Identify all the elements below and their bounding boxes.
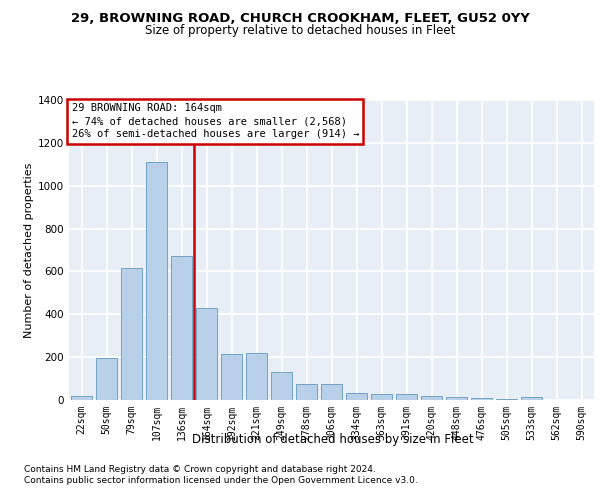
Bar	[296, 384, 317, 400]
Bar	[71, 396, 92, 400]
Bar	[396, 394, 417, 400]
Bar	[196, 308, 217, 400]
Text: Distribution of detached houses by size in Fleet: Distribution of detached houses by size …	[192, 432, 474, 446]
Text: 29 BROWNING ROAD: 164sqm
← 74% of detached houses are smaller (2,568)
26% of sem: 29 BROWNING ROAD: 164sqm ← 74% of detach…	[71, 103, 359, 140]
Bar	[96, 358, 117, 400]
Text: 29, BROWNING ROAD, CHURCH CROOKHAM, FLEET, GU52 0YY: 29, BROWNING ROAD, CHURCH CROOKHAM, FLEE…	[71, 12, 529, 26]
Bar	[221, 354, 242, 400]
Text: Contains HM Land Registry data © Crown copyright and database right 2024.: Contains HM Land Registry data © Crown c…	[24, 465, 376, 474]
Bar	[121, 268, 142, 400]
Bar	[496, 399, 517, 400]
Text: Size of property relative to detached houses in Fleet: Size of property relative to detached ho…	[145, 24, 455, 37]
Bar	[246, 353, 267, 400]
Y-axis label: Number of detached properties: Number of detached properties	[24, 162, 34, 338]
Bar	[271, 372, 292, 400]
Bar	[321, 384, 342, 400]
Bar	[346, 392, 367, 400]
Bar	[171, 256, 192, 400]
Bar	[371, 394, 392, 400]
Bar	[146, 162, 167, 400]
Text: Contains public sector information licensed under the Open Government Licence v3: Contains public sector information licen…	[24, 476, 418, 485]
Bar	[471, 398, 492, 400]
Bar	[421, 396, 442, 400]
Bar	[521, 398, 542, 400]
Bar	[446, 397, 467, 400]
